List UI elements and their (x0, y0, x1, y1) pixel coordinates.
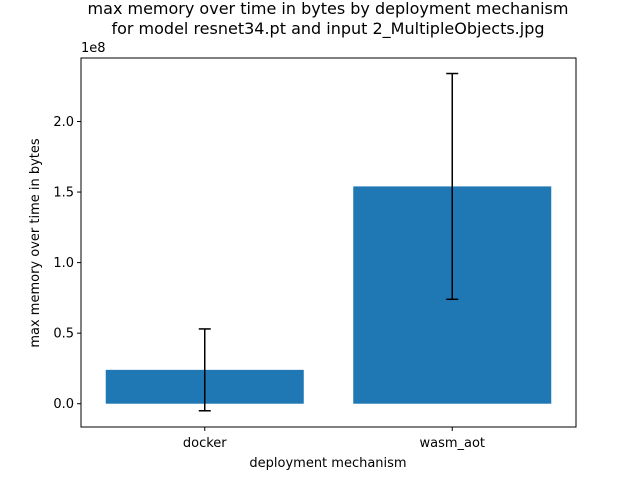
chart-title-line1: max memory over time in bytes by deploym… (88, 0, 569, 18)
y-tick-label: 0.5 (53, 327, 74, 342)
error-bar-docker (198, 328, 211, 412)
y-tick-label: 2.0 (53, 115, 74, 130)
x-tick-label: wasm_aot (419, 436, 485, 451)
x-tick-label: docker (183, 436, 227, 451)
y-offset-label: 1e8 (81, 41, 106, 56)
y-axis-label: max memory over time in bytes (28, 138, 43, 348)
y-tick-label: 1.0 (53, 256, 74, 271)
plot-area (105, 72, 552, 412)
x-axis-label: deployment mechanism (249, 456, 406, 471)
chart-title-line2: for model resnet34.pt and input 2_Multip… (111, 19, 544, 39)
error-bar-wasm_aot (446, 72, 459, 301)
y-tick-label: 1.5 (53, 186, 74, 201)
axes-frame (80, 57, 577, 428)
y-tick-label: 0.0 (53, 397, 74, 412)
